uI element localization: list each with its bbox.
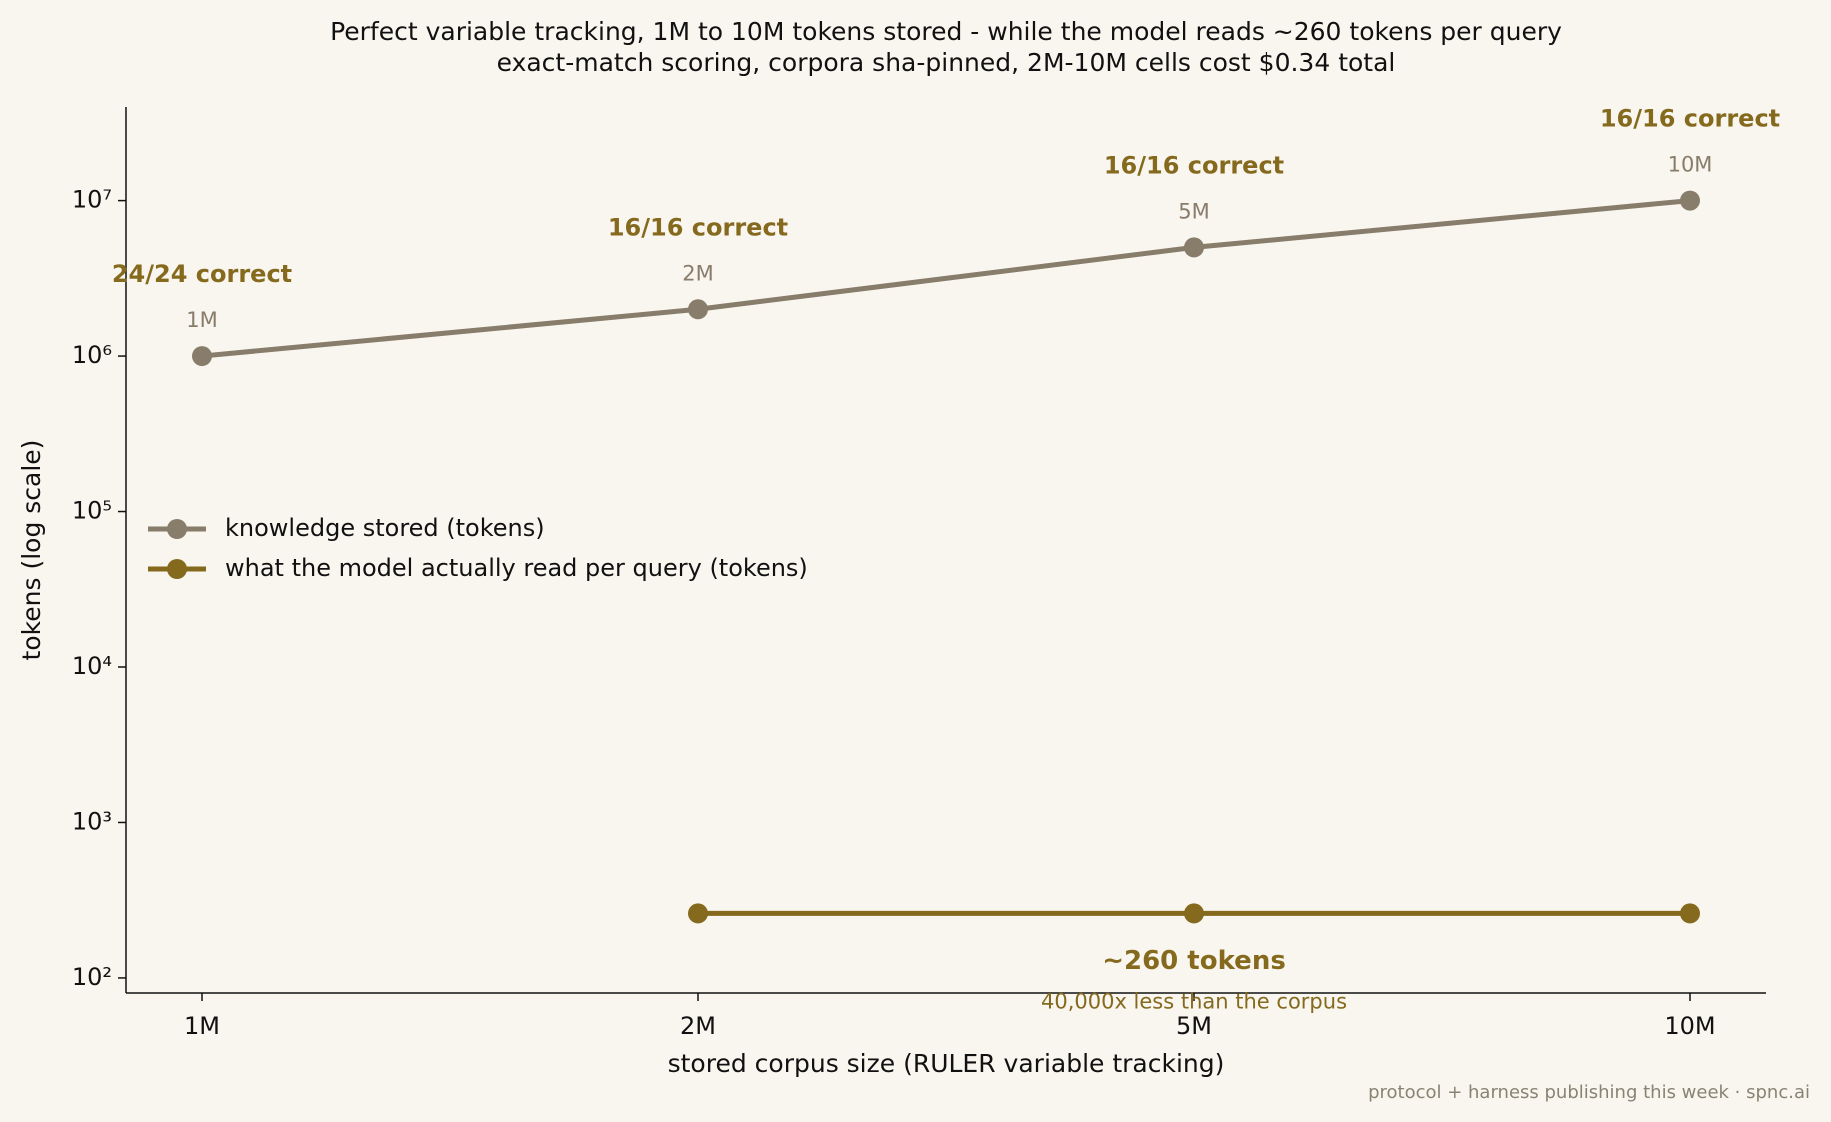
- x-axis-label: stored corpus size (RULER variable track…: [668, 1049, 1225, 1078]
- x-tick-label: 2M: [680, 1012, 716, 1040]
- y-tick-label: 10³: [72, 807, 112, 835]
- footer: protocol + harness publishing this week …: [1368, 1082, 1810, 1103]
- data-label: 5M: [1178, 199, 1209, 223]
- y-tick-label: 10⁷: [72, 186, 112, 214]
- data-point: [1184, 903, 1204, 924]
- x-tick-label: 10M: [1664, 1012, 1715, 1040]
- correct-annotation: 16/16 correct: [608, 213, 788, 241]
- data-point: [688, 903, 708, 924]
- y-tick-label: 10⁴: [72, 652, 112, 680]
- data-point: [688, 299, 708, 320]
- y-tick-label: 10²: [72, 963, 112, 991]
- x-tick-label: 1M: [184, 1012, 220, 1040]
- legend-label: what the model actually read per query (…: [225, 554, 808, 582]
- legend-marker: [167, 559, 187, 579]
- chart-subtitle: exact-match scoring, corpora sha-pinned,…: [497, 48, 1396, 77]
- read-annotation: ~260 tokens: [1102, 946, 1286, 976]
- data-label: 1M: [186, 308, 217, 332]
- y-tick-label: 10⁵: [72, 497, 112, 525]
- data-label: 2M: [682, 261, 713, 285]
- read-subannotation: 40,000x less than the corpus: [1041, 989, 1347, 1013]
- correct-annotation: 24/24 correct: [112, 260, 292, 288]
- correct-annotation: 16/16 correct: [1104, 151, 1284, 179]
- legend-label: knowledge stored (tokens): [225, 514, 545, 542]
- data-point: [192, 346, 212, 367]
- data-point: [1680, 903, 1700, 924]
- series-line: [201, 198, 1691, 359]
- data-point: [1680, 190, 1700, 211]
- data-label: 10M: [1668, 153, 1713, 177]
- legend-marker: [167, 519, 187, 539]
- y-axis-label: tokens (log scale): [17, 440, 46, 661]
- y-tick-label: 10⁶: [72, 341, 112, 369]
- data-point: [1184, 237, 1204, 258]
- chart-title: Perfect variable tracking, 1M to 10M tok…: [330, 17, 1562, 46]
- x-tick-label: 5M: [1176, 1012, 1212, 1040]
- correct-annotation: 16/16 correct: [1600, 105, 1780, 133]
